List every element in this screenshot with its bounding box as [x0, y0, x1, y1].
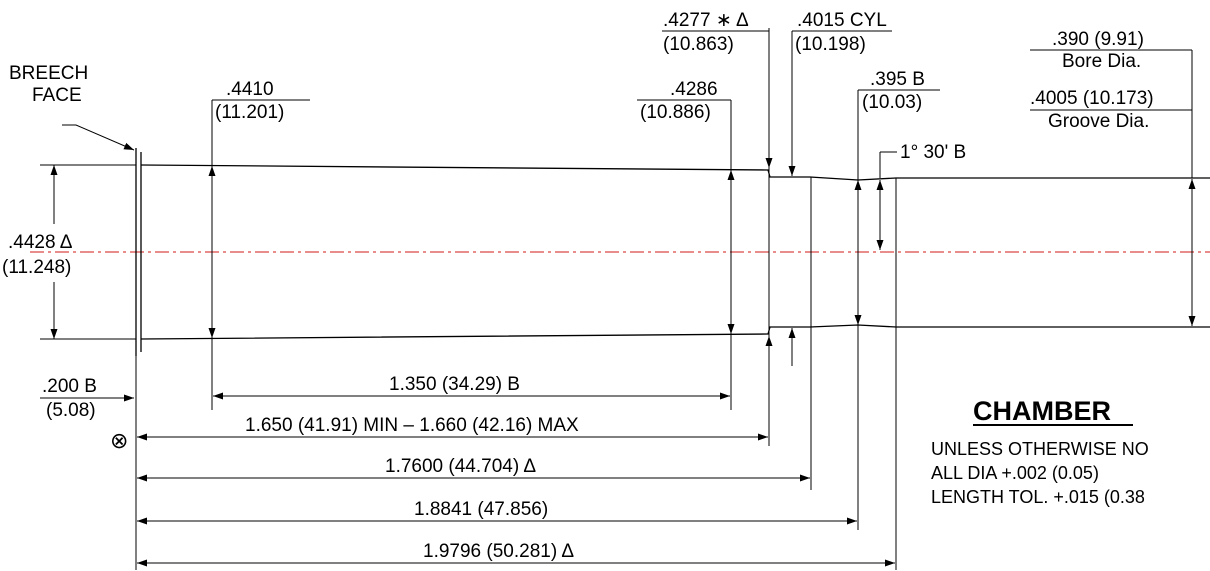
note-line-2: ALL DIA +.002 (0.05): [931, 463, 1099, 483]
label-len-200-in: .200 B: [42, 376, 97, 397]
label-groove-caption: Groove Dia.: [1048, 111, 1149, 132]
label-breech-1: BREECH: [9, 63, 88, 84]
leader-breech-face: [62, 124, 135, 151]
label-dia-4277-in: .4277 ∗ Δ: [663, 10, 749, 31]
datum-symbol: ⊗: [110, 428, 128, 453]
label-len-1350: 1.350 (34.29) B: [389, 374, 520, 395]
label-dia-4015-mm: (10.198): [795, 34, 866, 55]
label-dia-4428-in: .4428 Δ: [8, 232, 73, 253]
label-dia-4410-mm: (11.201): [215, 102, 284, 123]
label-len-18841: 1.8841 (47.856): [414, 499, 548, 520]
label-dia-4410-in: .4410: [226, 79, 274, 100]
label-groove: .4005 (10.173): [1030, 88, 1154, 109]
label-bore-caption: Bore Dia.: [1062, 51, 1141, 72]
chamber-profile-bottom: [140, 324, 1210, 340]
label-len-19796: 1.9796 (50.281) Δ: [423, 541, 574, 562]
note-line-1: UNLESS OTHERWISE NO: [931, 439, 1149, 459]
label-len-200-mm: (5.08): [46, 400, 96, 421]
drawing-title: CHAMBER: [973, 396, 1111, 426]
label-bore: .390 (9.91): [1052, 29, 1144, 50]
label-breech-2: FACE: [32, 85, 82, 106]
label-angle: 1° 30' B: [900, 142, 966, 163]
label-dia-4428-mm: (11.248): [2, 257, 71, 278]
note-line-3: LENGTH TOL. +.015 (0.38: [931, 487, 1145, 507]
label-len-1650: 1.650 (41.91) MIN – 1.660 (42.16) MAX: [245, 415, 579, 436]
chamber-profile-top: [140, 164, 1210, 181]
label-len-17600: 1.7600 (44.704) Δ: [385, 456, 536, 477]
label-dia-4286-mm: (10.886): [640, 102, 711, 123]
label-dia-4277-mm: (10.863): [663, 34, 734, 55]
label-dia-395-mm: (10.03): [862, 92, 922, 113]
label-dia-395-in: .395 B: [870, 69, 925, 90]
label-dia-4015-in: .4015 CYL: [797, 10, 887, 31]
label-dia-4286-in: .4286: [670, 79, 718, 100]
